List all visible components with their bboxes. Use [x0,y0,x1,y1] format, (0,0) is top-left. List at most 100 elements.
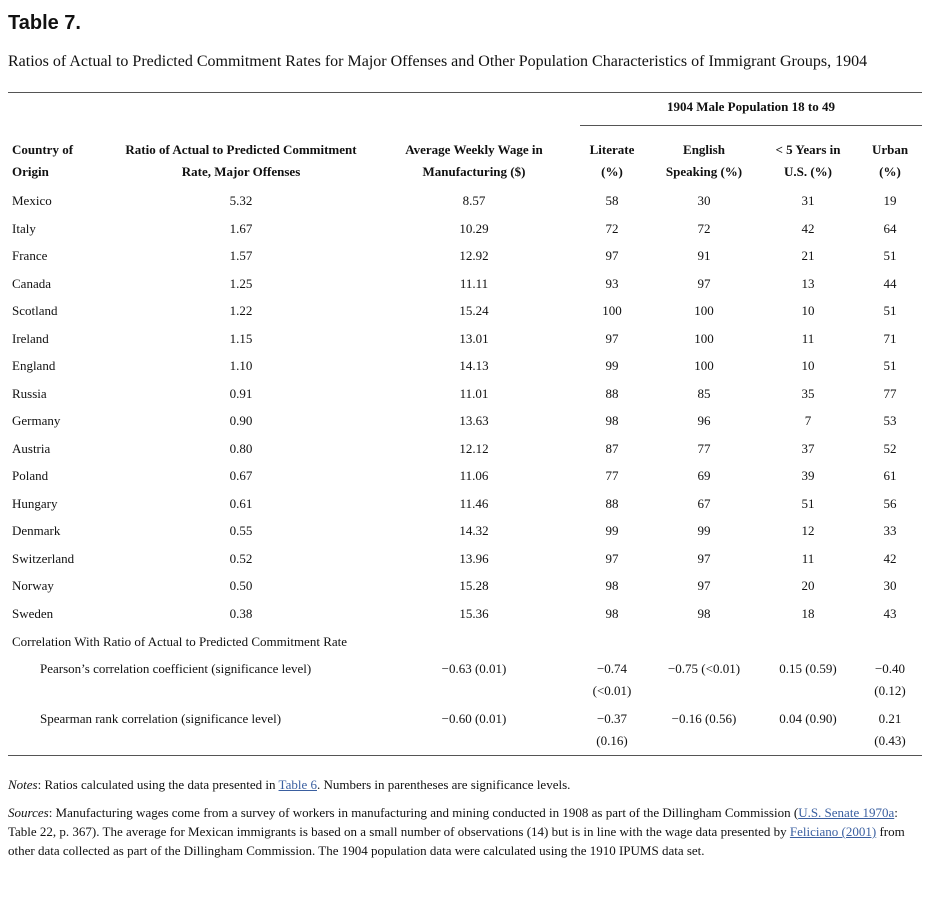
reference-link[interactable]: Table 6 [278,777,317,792]
table-cell: 14.13 [459,358,489,374]
table-cell: 69 [697,468,711,484]
table-cell: 1.57 [229,248,253,264]
column-header: Rate, Major Offenses [181,164,301,179]
text-segment: Notes [8,777,38,792]
table-cell: 0.52 [229,550,253,566]
table-cell: 0.80 [229,440,253,456]
row-label: Mexico [12,193,52,208]
row-label: Austria [12,440,51,456]
table-cell: 0.55 [229,523,253,539]
table-cell: 100 [602,303,622,319]
table-cell: 13.63 [459,413,489,429]
table-cell: 51 [883,358,897,374]
row-label: Norway [12,578,54,594]
top-rule [8,92,922,93]
correlation-row-label: Spearman rank correlation (significance … [40,711,282,726]
table-cell: 43 [883,605,897,621]
table-cell: 15.36 [459,605,489,621]
table-cell: 1.25 [229,275,253,291]
table-cell: 30 [883,578,897,594]
table-cell: 20 [801,578,815,594]
table-cell: 42 [883,550,897,566]
table-cell: 99 [697,523,711,539]
row-label: Canada [12,275,51,291]
correlation-cell: −0.75 (<0.01) [667,661,741,676]
table-cell: 52 [883,440,897,456]
table-cell: 99 [605,523,619,539]
table-cell: 33 [883,523,897,539]
table-cell: 97 [697,550,711,566]
table-cell: 0.67 [229,468,253,484]
table-cell: 10 [801,358,815,374]
table-cell: 5.32 [229,193,253,208]
row-label: Poland [12,468,49,484]
table-cell: 93 [605,275,619,291]
table-cell: 51 [801,495,815,511]
table-cell: 13 [801,275,815,291]
table-cell: 77 [605,468,619,484]
column-header: Speaking (%) [665,164,743,179]
table-cell: 51 [883,248,897,264]
table-cell: 97 [697,275,711,291]
correlation-cell: 0.15 (0.59) [779,661,837,676]
correlation-cell: −0.37 (0.16) [596,711,628,748]
row-label: Scotland [12,303,58,319]
table-cell: 15.28 [459,578,489,594]
column-header: Ratio of Actual to Predicted Commitment [125,142,357,157]
bottom-rule [8,755,922,756]
row-label: Italy [12,220,36,236]
column-header: Urban [871,142,909,157]
table-cell: 11.01 [459,385,489,401]
table-cell: 1.67 [229,220,253,236]
table-cell: 12.12 [459,440,489,456]
table-caption: Ratios of Actual to Predicted Commitment… [8,53,868,70]
table-cell: 98 [605,413,619,429]
table-cell: 88 [605,385,619,401]
table-cell: 67 [697,495,711,511]
table-cell: 12 [801,523,815,539]
text-segment: . Numbers in parentheses are significanc… [316,777,571,792]
table-cell: 77 [697,440,711,456]
table-cell: 39 [801,468,815,484]
text-segment: : Manufacturing wages come from a survey… [48,805,799,820]
table-cell: 0.61 [229,495,253,511]
correlation-cell: −0.63 (0.01) [441,661,507,676]
table-cell: 51 [883,303,897,319]
table-cell: 100 [694,358,714,374]
row-label: Sweden [12,605,54,621]
table-cell: 72 [605,220,619,236]
row-label: Hungary [12,495,58,511]
table-cell: 7 [804,413,812,429]
table-cell: 8.57 [462,193,486,208]
table-cell: 10 [801,303,815,319]
row-label: Ireland [12,330,49,346]
table-cell: 0.38 [229,605,253,621]
correlation-row-label: Pearson’s correlation coefficient (signi… [40,661,312,676]
table-cell: 1.15 [229,330,253,346]
reference-link[interactable]: Feliciano (2001) [789,824,877,839]
column-header: < 5 Years in [775,142,841,157]
table-cell: 72 [697,220,711,236]
table-cell: 13.96 [459,550,489,566]
table-cell: 42 [801,220,815,236]
table-cell: 98 [605,578,619,594]
reference-link[interactable]: U.S. Senate 1970a [798,805,895,820]
table-cell: 11.46 [459,495,489,511]
row-label: France [12,248,48,264]
table-cell: 58 [605,193,619,208]
table-cell: 85 [697,385,711,401]
correlation-cell: 0.04 (0.90) [779,711,837,726]
notes: Notes: Ratios calculated using the data … [8,775,918,794]
table-cell: 21 [801,248,815,264]
table-cell: 30 [697,193,711,208]
text-segment: : Ratios calculated using the data prese… [37,777,279,792]
column-header: Literate [589,142,635,157]
table-cell: 61 [883,468,897,484]
table-cell: 98 [605,605,619,621]
row-label: Germany [12,413,61,429]
column-header: Manufacturing ($) [422,164,526,179]
table-cell: 99 [605,358,619,374]
table-cell: 53 [883,413,897,429]
table-cell: 1.10 [229,358,253,374]
